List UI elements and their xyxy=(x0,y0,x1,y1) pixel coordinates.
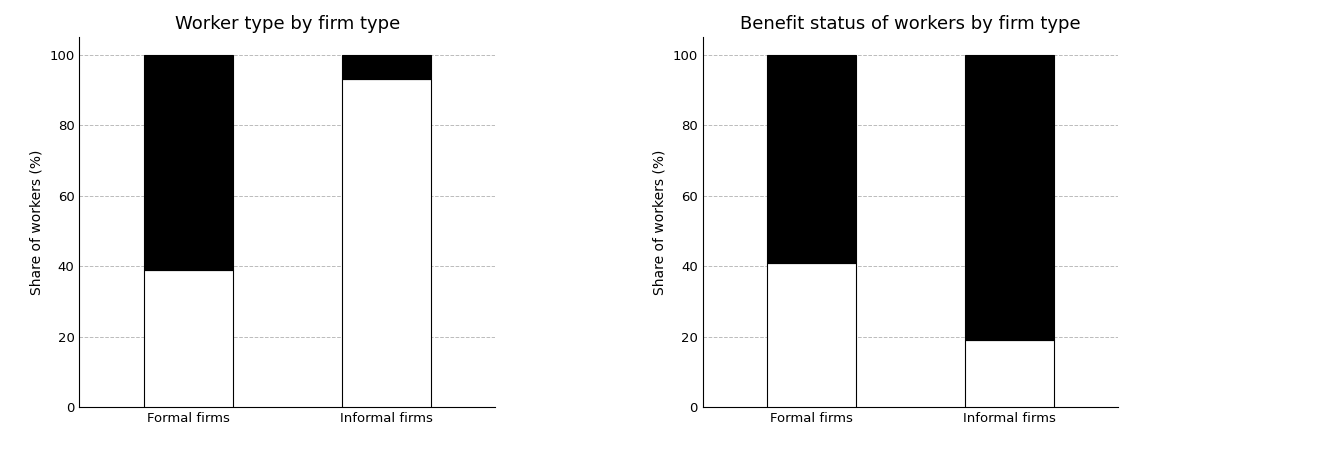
Title: Benefit status of workers by firm type: Benefit status of workers by firm type xyxy=(740,15,1080,33)
Bar xyxy=(965,55,1054,340)
Y-axis label: Share of workers (%): Share of workers (%) xyxy=(29,150,44,295)
Bar xyxy=(767,55,855,263)
Bar xyxy=(342,79,430,407)
Bar xyxy=(144,270,233,407)
Bar xyxy=(965,340,1054,407)
Y-axis label: Share of workers (%): Share of workers (%) xyxy=(653,150,667,295)
Bar xyxy=(144,55,233,270)
Title: Worker type by firm type: Worker type by firm type xyxy=(175,15,400,33)
Legend: Informal, Formal: Informal, Formal xyxy=(516,171,618,236)
Bar xyxy=(342,55,430,79)
Bar xyxy=(767,263,855,407)
Legend: Some benefits, No benefits: Some benefits, No benefits xyxy=(1140,171,1283,236)
